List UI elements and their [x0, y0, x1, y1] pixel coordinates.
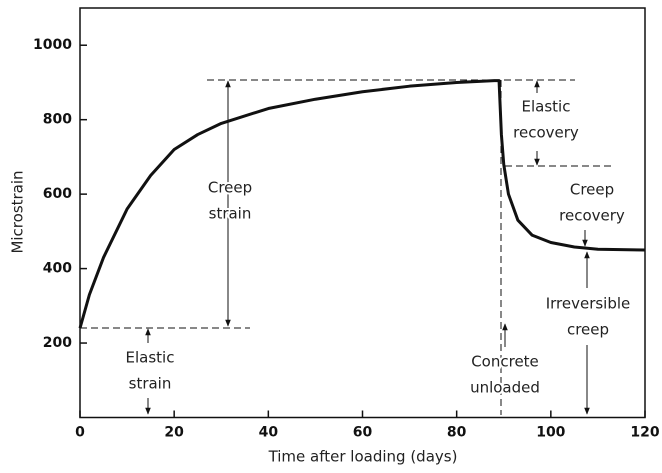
y-tick-label: 600 — [43, 186, 72, 202]
annotation: Concrete — [471, 353, 539, 371]
y-tick-label: 1000 — [33, 37, 72, 53]
annotation: strain — [209, 205, 252, 223]
annotation: unloaded — [470, 379, 540, 397]
x-tick-label: 100 — [536, 425, 565, 441]
x-tick-label: 40 — [259, 425, 279, 441]
x-tick-label: 80 — [447, 425, 467, 441]
x-tick-label: 0 — [75, 425, 85, 441]
y-tick-label: 200 — [43, 335, 72, 351]
x-tick-label: 120 — [630, 425, 659, 441]
annotation: Creep — [570, 181, 614, 199]
y-axis-label: Microstrain — [9, 170, 27, 253]
annotation: strain — [129, 375, 172, 393]
line-series — [78, 79, 646, 329]
x-axis-label: Time after loading (days) — [268, 448, 458, 466]
annotation-guides — [80, 79, 615, 415]
x-tick-label: 60 — [353, 425, 373, 441]
y-tick-label: 800 — [43, 112, 72, 128]
annotation: recovery — [513, 124, 579, 142]
annotation: Elastic — [522, 98, 571, 116]
x-tick-label: 20 — [164, 425, 184, 441]
annotation: Irreversible — [546, 295, 631, 313]
y-tick-label: 400 — [43, 261, 72, 277]
annotation: recovery — [559, 207, 625, 225]
annotation: Elastic — [126, 349, 175, 367]
annotation: creep — [567, 321, 609, 339]
annotation: Creep — [208, 179, 252, 197]
